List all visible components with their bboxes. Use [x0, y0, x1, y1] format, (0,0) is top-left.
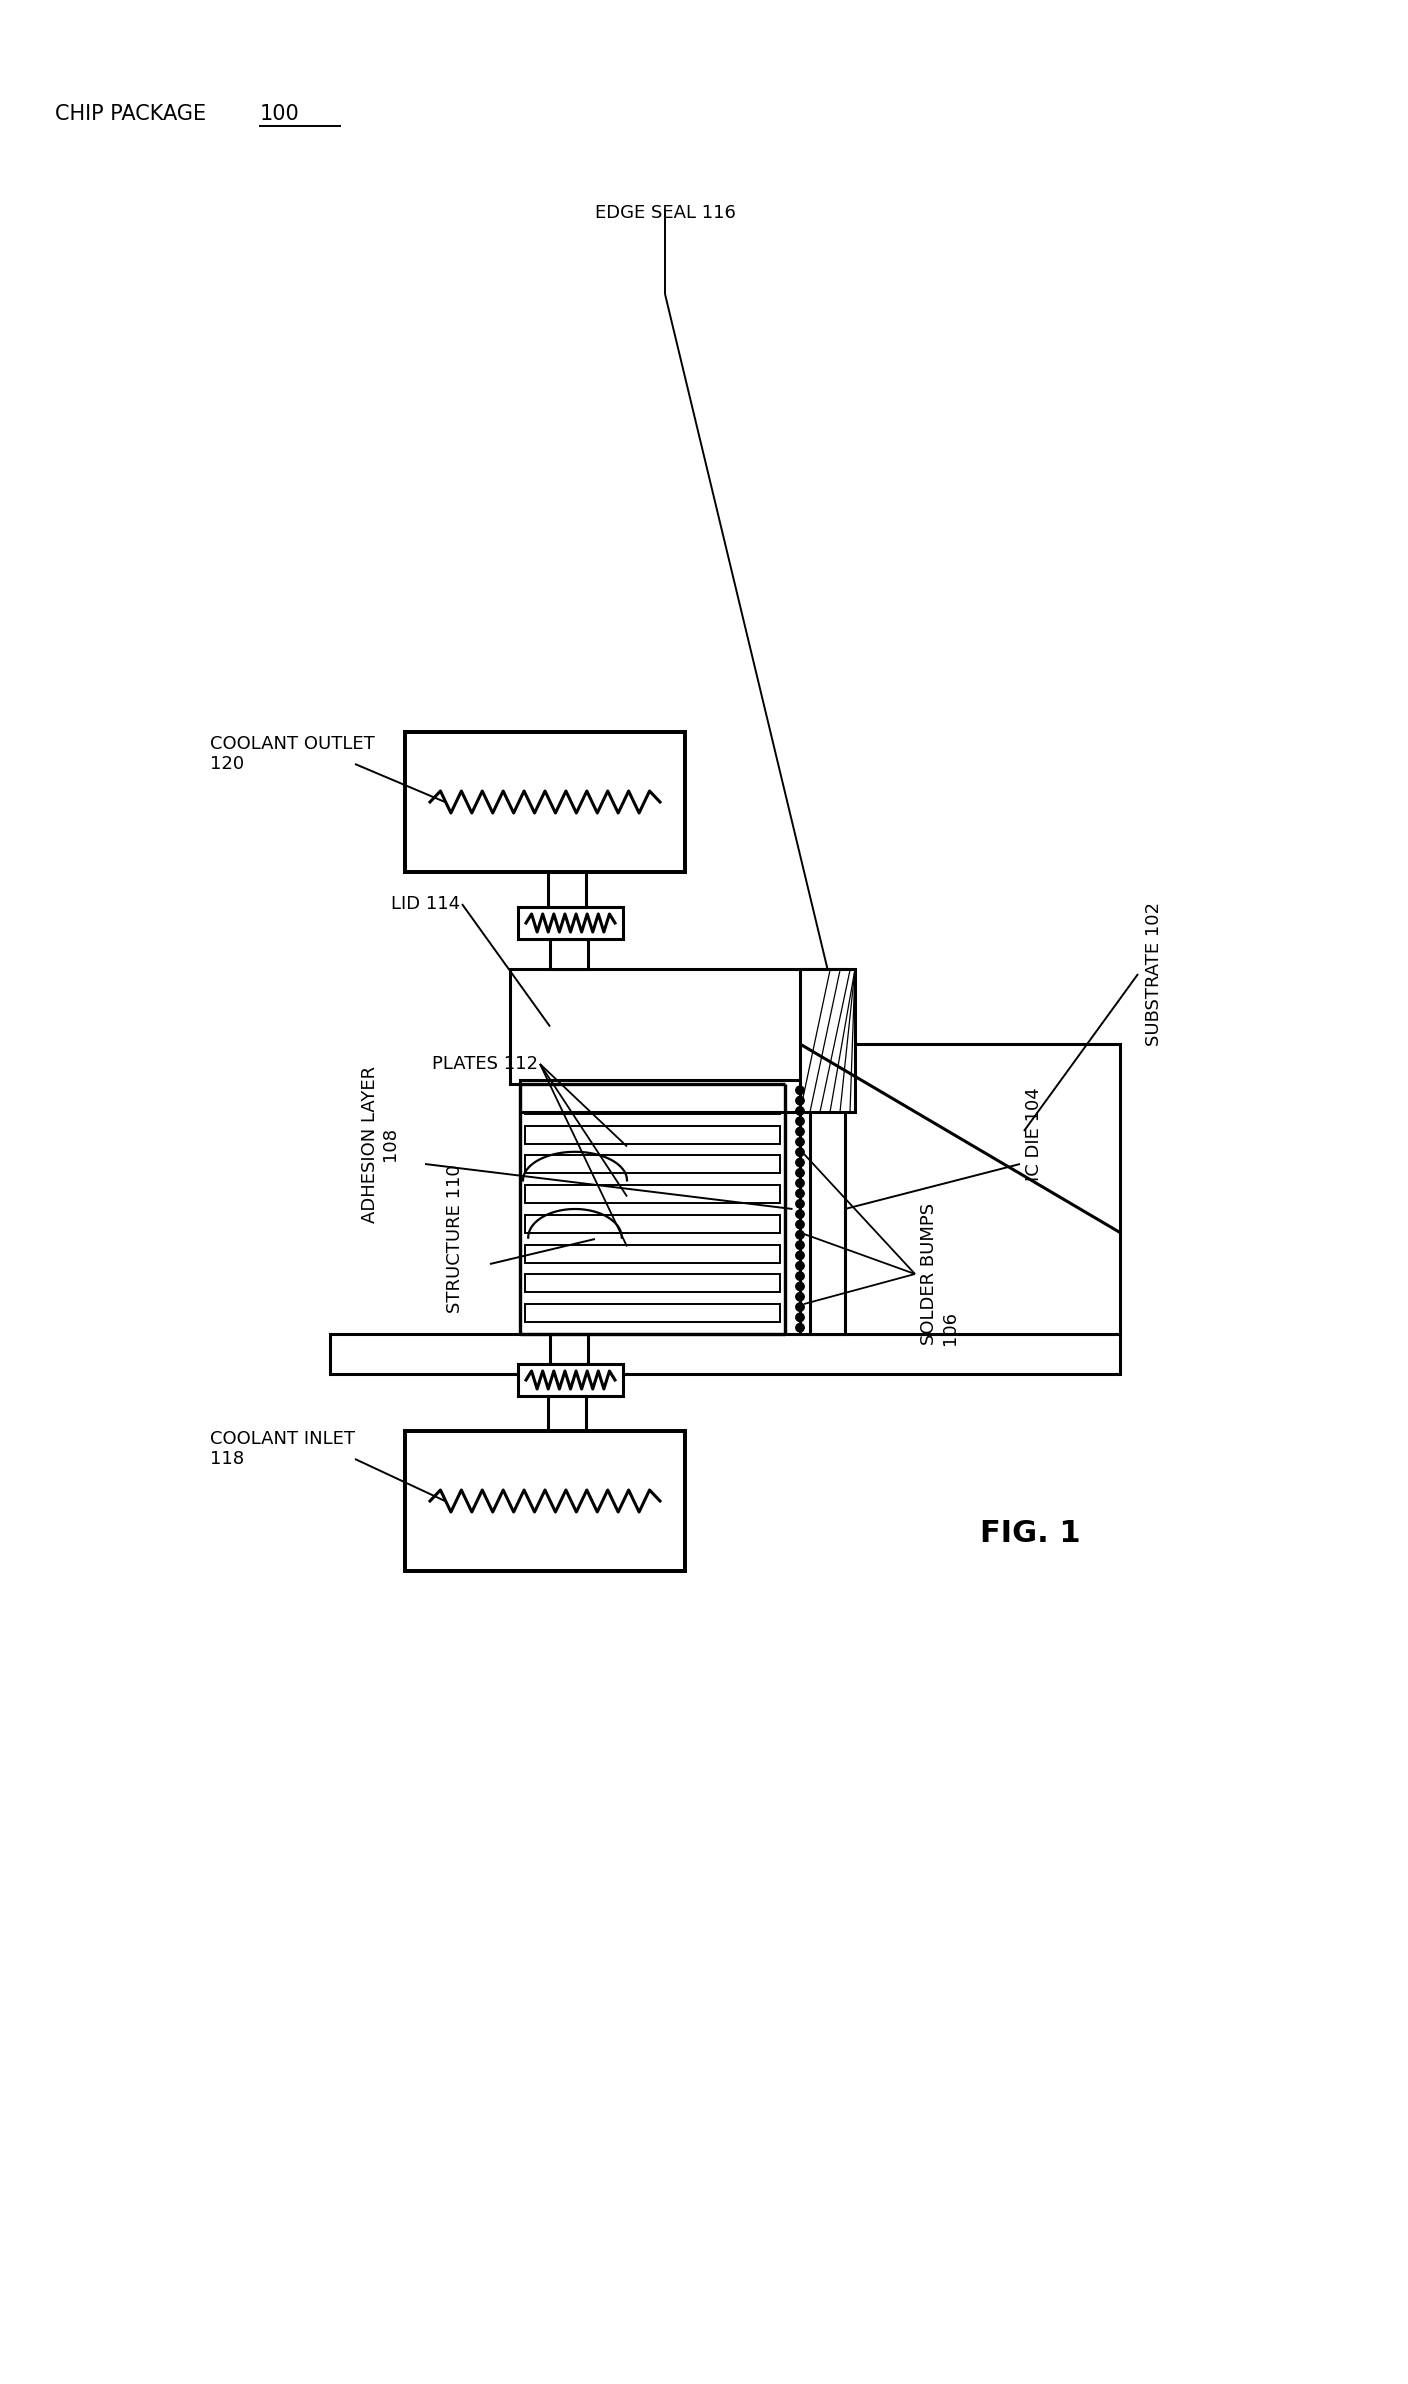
Bar [525, 1156, 780, 1173]
Bar [551, 1335, 589, 1364]
Bar [525, 1304, 780, 1323]
Bar [786, 1085, 800, 1335]
Bar [525, 1185, 780, 1204]
Text: COOLANT INLET
118: COOLANT INLET 118 [210, 1430, 355, 1469]
Text: ADHESION LAYER
108: ADHESION LAYER 108 [360, 1066, 400, 1223]
Text: SUBSTRATE 102: SUBSTRATE 102 [1145, 901, 1163, 1047]
Bar [518, 1364, 622, 1397]
Text: IC DIE 104: IC DIE 104 [1025, 1087, 1043, 1180]
Circle shape [796, 1252, 804, 1259]
Bar [520, 1080, 800, 1111]
Circle shape [796, 1159, 804, 1166]
Circle shape [796, 1261, 804, 1271]
Circle shape [796, 1128, 804, 1135]
Bar [525, 1216, 780, 1233]
Circle shape [796, 1180, 804, 1187]
Circle shape [796, 1087, 804, 1094]
Bar [548, 1397, 586, 1430]
Circle shape [796, 1118, 804, 1125]
Text: COOLANT OUTLET
120: COOLANT OUTLET 120 [210, 734, 375, 772]
Circle shape [796, 1106, 804, 1116]
Circle shape [796, 1221, 804, 1228]
Text: FIG. 1: FIG. 1 [980, 1519, 1080, 1550]
Text: EDGE SEAL 116: EDGE SEAL 116 [594, 205, 735, 222]
Circle shape [796, 1242, 804, 1249]
Circle shape [796, 1137, 804, 1147]
Bar [525, 1125, 780, 1144]
Bar [510, 968, 845, 1085]
Bar [525, 1097, 780, 1113]
Bar [518, 906, 622, 939]
Circle shape [796, 1323, 804, 1333]
Bar [810, 1085, 845, 1335]
Bar [548, 873, 586, 906]
Circle shape [796, 1168, 804, 1178]
Bar [551, 939, 589, 968]
Circle shape [796, 1211, 804, 1218]
Bar [525, 1244, 780, 1264]
Circle shape [796, 1283, 804, 1290]
Circle shape [796, 1097, 804, 1104]
Text: 100: 100 [260, 105, 300, 124]
Bar [406, 732, 686, 873]
Bar [329, 1335, 1119, 1373]
Circle shape [796, 1230, 804, 1240]
Circle shape [796, 1292, 804, 1302]
Circle shape [796, 1190, 804, 1197]
Circle shape [796, 1273, 804, 1280]
Bar [800, 1044, 1119, 1335]
Bar [525, 1275, 780, 1292]
Circle shape [796, 1199, 804, 1209]
Bar [800, 968, 855, 1111]
Text: STRUCTURE 110: STRUCTURE 110 [446, 1166, 465, 1314]
Circle shape [796, 1314, 804, 1321]
Bar [406, 1430, 686, 1571]
Circle shape [796, 1304, 804, 1311]
Circle shape [796, 1149, 804, 1156]
Text: PLATES 112: PLATES 112 [432, 1056, 538, 1073]
Text: CHIP PACKAGE: CHIP PACKAGE [55, 105, 213, 124]
Text: LID 114: LID 114 [391, 894, 460, 913]
Text: SOLDER BUMPS
106: SOLDER BUMPS 106 [919, 1204, 959, 1345]
